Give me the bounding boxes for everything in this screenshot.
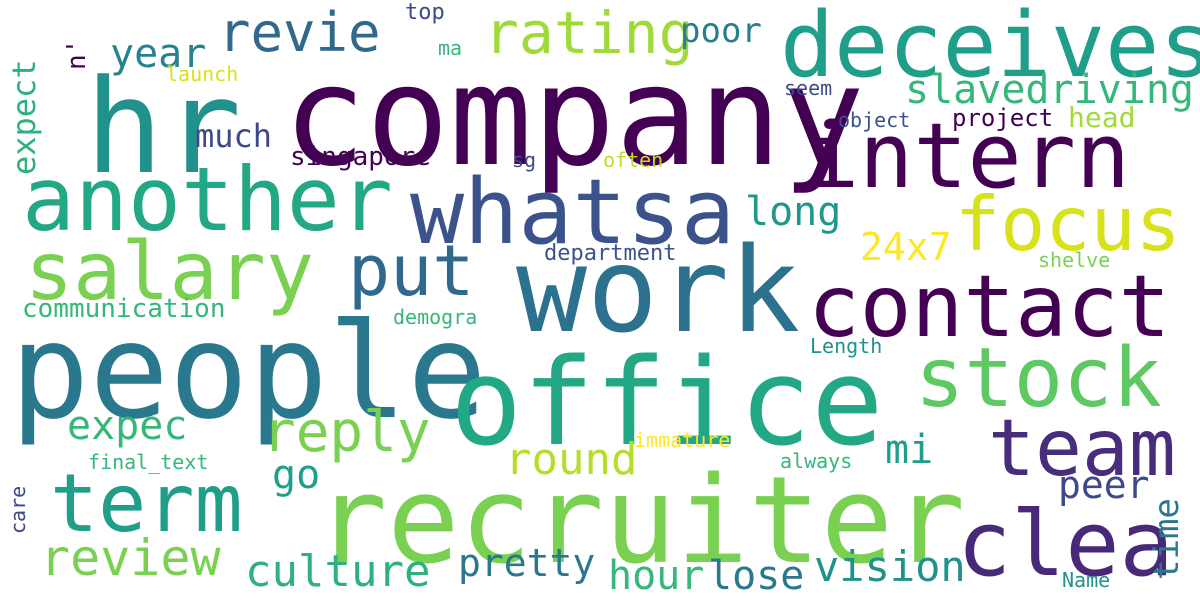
word: often — [603, 148, 664, 172]
word: recruiter — [315, 452, 966, 591]
word: rating — [484, 0, 694, 67]
word: time — [1147, 498, 1187, 580]
word: final_text — [88, 450, 209, 474]
word: team — [988, 404, 1176, 494]
word: top — [405, 0, 445, 25]
word: slavedriving — [905, 67, 1194, 113]
word: object — [838, 108, 911, 132]
word: focus — [955, 180, 1181, 268]
word: intern — [805, 104, 1131, 209]
word: seem — [784, 76, 833, 100]
word: poor — [680, 11, 762, 51]
word: office — [450, 334, 884, 473]
word: Name — [1062, 568, 1111, 592]
word: hour — [608, 553, 705, 599]
word: culture — [245, 546, 431, 597]
word: mi — [885, 427, 934, 473]
word: 24x7 — [860, 225, 952, 269]
word: expect — [5, 59, 43, 175]
word: clea — [957, 492, 1174, 597]
word: sg — [512, 148, 537, 172]
word: ma — [438, 36, 463, 60]
word: company — [283, 36, 865, 197]
word: n' — [62, 38, 92, 70]
word: reply — [262, 400, 431, 465]
word: peer — [1058, 463, 1150, 507]
word: put — [348, 230, 475, 312]
word: much — [195, 117, 273, 155]
word: shelve — [1038, 248, 1111, 272]
word: immature — [634, 428, 731, 452]
word: work — [516, 221, 801, 359]
word: expec — [67, 403, 188, 449]
word: lose — [708, 553, 805, 599]
word: care — [6, 485, 30, 534]
word: pretty — [458, 541, 596, 585]
word: go — [272, 452, 321, 498]
word: revie — [218, 1, 381, 64]
word: singapore — [290, 142, 431, 172]
word: vision — [814, 542, 966, 591]
word: Length — [810, 334, 883, 358]
word: department — [544, 241, 677, 266]
word: people — [10, 295, 487, 449]
word: hr — [85, 51, 242, 203]
word: another — [22, 148, 393, 251]
word: salary — [25, 225, 314, 318]
word: year — [110, 31, 207, 77]
word: contact — [808, 257, 1171, 357]
word: communication — [22, 294, 226, 324]
word: long — [745, 189, 842, 235]
word: demogra — [393, 305, 478, 329]
word: project — [952, 104, 1054, 132]
word: whatsa — [410, 160, 736, 265]
word: always — [780, 449, 853, 473]
word: launch — [166, 62, 239, 86]
word: review — [40, 529, 221, 587]
dot-mark — [824, 119, 834, 129]
word: deceives — [780, 0, 1200, 98]
word: stock — [915, 331, 1162, 426]
word: term — [50, 457, 243, 550]
word: head — [1068, 101, 1136, 134]
word: round — [505, 434, 638, 485]
